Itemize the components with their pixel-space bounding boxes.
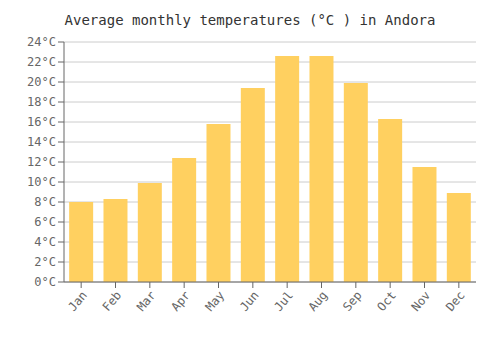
svg-text:Feb: Feb <box>100 288 125 314</box>
svg-text:Aug: Aug <box>306 288 331 314</box>
svg-text:10°C: 10°C <box>27 175 56 189</box>
svg-text:Jan: Jan <box>65 288 90 314</box>
svg-text:16°C: 16°C <box>27 115 56 129</box>
svg-text:22°C: 22°C <box>27 55 56 69</box>
svg-text:May: May <box>203 288 228 314</box>
svg-text:Nov: Nov <box>409 288 434 314</box>
svg-text:20°C: 20°C <box>27 75 56 89</box>
svg-text:18°C: 18°C <box>27 95 56 109</box>
svg-text:6°C: 6°C <box>34 215 56 229</box>
svg-text:24°C: 24°C <box>27 35 56 49</box>
svg-text:14°C: 14°C <box>27 135 56 149</box>
svg-text:8°C: 8°C <box>34 195 56 209</box>
svg-text:Dec: Dec <box>443 288 468 314</box>
svg-text:2°C: 2°C <box>34 255 56 269</box>
svg-text:4°C: 4°C <box>34 235 56 249</box>
svg-text:12°C: 12°C <box>27 155 56 169</box>
svg-text:Oct: Oct <box>374 288 399 314</box>
svg-text:0°C: 0°C <box>34 275 56 289</box>
svg-text:Mar: Mar <box>134 288 159 314</box>
svg-text:Jul: Jul <box>271 288 296 314</box>
svg-text:Apr: Apr <box>168 288 193 314</box>
svg-text:Jun: Jun <box>237 288 262 314</box>
svg-text:Sep: Sep <box>340 288 365 314</box>
html-text:Average monthly temperatures (: Average monthly temperatures (°C ) in An… <box>64 12 436 28</box>
